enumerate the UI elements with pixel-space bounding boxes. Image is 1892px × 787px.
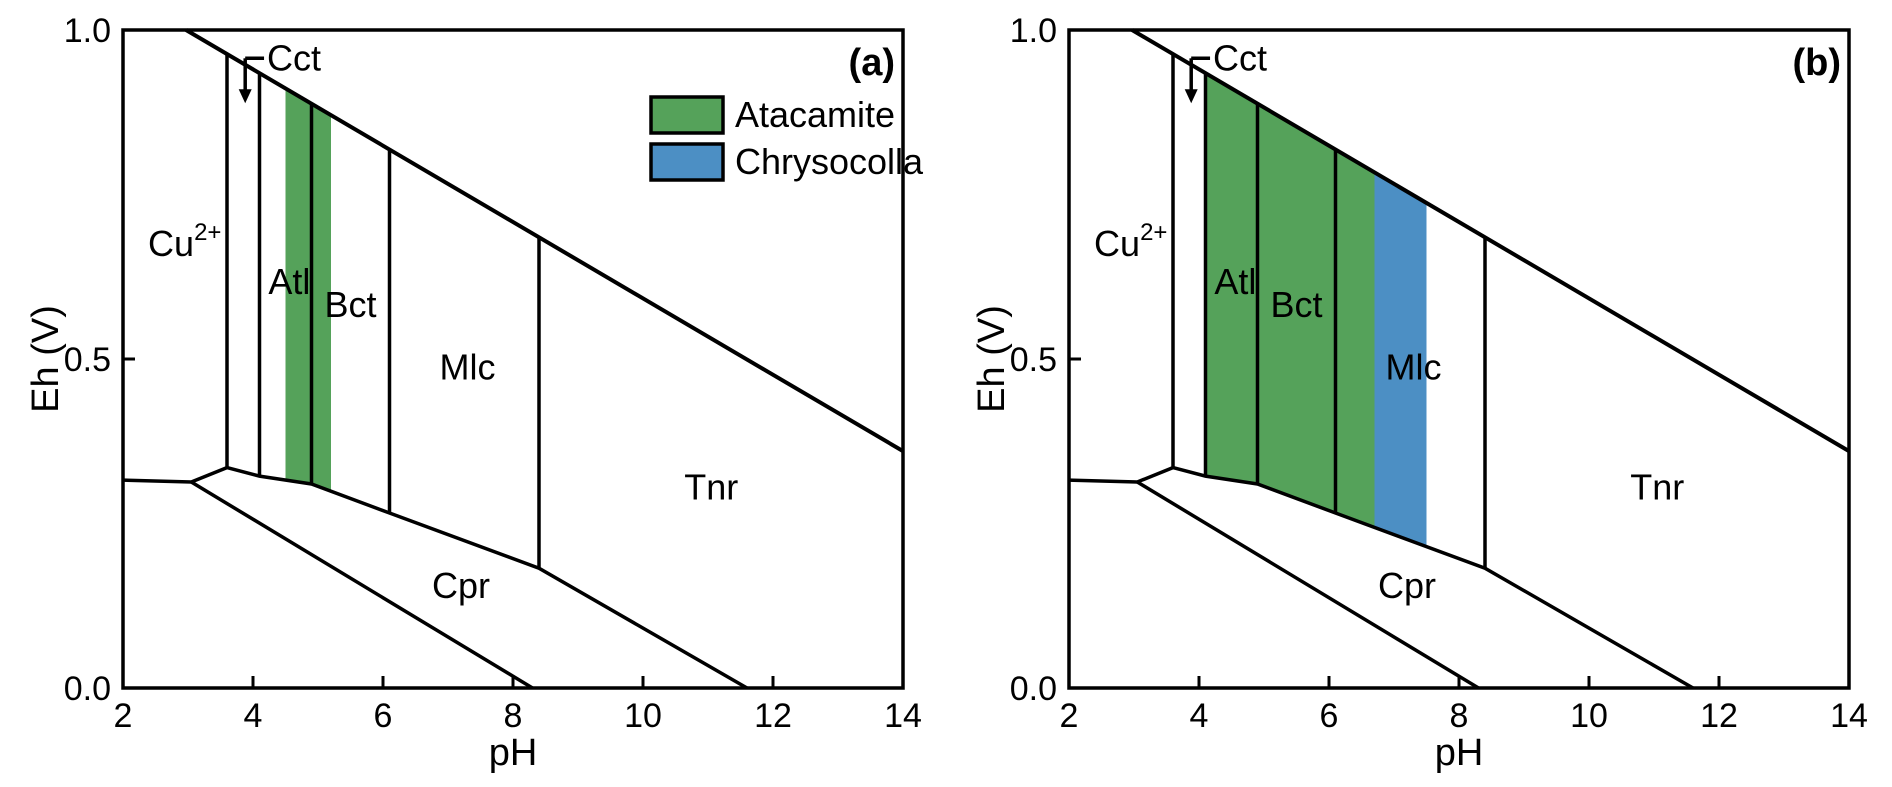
- x-tick-label-2: 2: [114, 697, 133, 735]
- x-tick-label-12: 12: [754, 697, 792, 735]
- legend-swatch-chrysocolla: [649, 142, 725, 182]
- legend-label-chrysocolla: Chrysocolla: [735, 141, 924, 182]
- x-tick-label-6: 6: [374, 697, 393, 735]
- region-label-mlc: Mlc: [1386, 347, 1442, 388]
- y-tick-label-0.5: 0.5: [64, 341, 111, 379]
- pourbaix-panel-b: 2 4 6 8 10 12 14 1.0 0.5 0.0 pH Eh (V) Cu2+ Atl Bct Mlc…: [971, 12, 1868, 774]
- region-label-cpr: Cpr: [432, 565, 490, 606]
- x-axis-title: pH: [489, 732, 538, 774]
- region-label-cpr: Cpr: [1378, 565, 1436, 606]
- panel-marker: (a): [849, 42, 895, 84]
- legend-swatch-atacamite: [649, 95, 725, 135]
- y-axis-title: Eh (V): [25, 305, 67, 413]
- cpr-lower-boundary: [190, 480, 534, 690]
- region-label-bct: Bct: [324, 284, 376, 325]
- region-labels: Cu2+ Atl Bct Mlc Tnr Cpr: [148, 219, 738, 606]
- o2-water-stability-line: [185, 28, 905, 453]
- mineral-bands: [1205, 73, 1427, 547]
- region-label-cu2plus: Cu2+: [1094, 219, 1167, 264]
- region-label-tnr: Tnr: [1630, 466, 1684, 507]
- x-tick-label-14: 14: [884, 697, 922, 735]
- region-label-tnr: Tnr: [684, 466, 738, 507]
- region-label-mlc: Mlc: [440, 347, 496, 388]
- cct-label: Cct: [267, 37, 321, 78]
- x-tick-label-6: 6: [1320, 697, 1339, 735]
- legend: Atacamite Chrysocolla: [649, 94, 924, 182]
- y-axis-title: Eh (V): [971, 305, 1013, 413]
- y-tick-label-0.5: 0.5: [1010, 341, 1057, 379]
- x-tick-label-4: 4: [1190, 697, 1209, 735]
- region-label-bct: Bct: [1270, 284, 1322, 325]
- band-atacamite: [1205, 73, 1375, 528]
- y-tick-label-0.0: 0.0: [1010, 670, 1057, 708]
- cpr-lower-boundary: [1136, 480, 1480, 690]
- pourbaix-panel-a: 2 4 6 8 10 12 14 1.0 0.5 0.0 pH Eh (V) Cu2+ Atl Bct Mlc…: [25, 12, 924, 774]
- cpr-upper-boundary: [1068, 465, 1694, 690]
- x-tick-label-2: 2: [1060, 697, 1079, 735]
- cct-annotation: Cct: [1184, 37, 1267, 104]
- band-atacamite: [285, 88, 331, 492]
- x-axis-title: pH: [1435, 732, 1484, 774]
- band-chrysocolla: [1374, 172, 1427, 547]
- phase-boundaries: [1068, 28, 1851, 690]
- y-tick-label-1.0: 1.0: [1010, 12, 1057, 50]
- axes: 2 4 6 8 10 12 14 1.0 0.5 0.0 pH Eh (V): [971, 12, 1868, 774]
- panel-marker: (b): [1792, 42, 1841, 84]
- cct-annotation: Cct: [238, 37, 321, 104]
- region-label-atl: Atl: [268, 261, 310, 302]
- plot-frame: [121, 28, 905, 690]
- x-tick-label-4: 4: [244, 697, 263, 735]
- cpr-upper-boundary: [122, 465, 748, 690]
- o2-water-stability-line: [1131, 28, 1851, 453]
- phase-boundaries: [122, 28, 905, 690]
- x-tick-label-12: 12: [1700, 697, 1738, 735]
- x-tick-label-8: 8: [504, 697, 523, 735]
- cct-label: Cct: [1213, 37, 1267, 78]
- legend-label-atacamite: Atacamite: [735, 94, 895, 135]
- cct-arrowhead-icon: [1184, 89, 1198, 104]
- x-tick-label-8: 8: [1450, 697, 1469, 735]
- plot-frame: [1067, 28, 1851, 690]
- region-label-cu2plus: Cu2+: [148, 219, 221, 264]
- y-tick-label-0.0: 0.0: [64, 670, 111, 708]
- axes: 2 4 6 8 10 12 14 1.0 0.5 0.0 pH Eh (V): [25, 12, 922, 774]
- x-tick-label-14: 14: [1830, 697, 1868, 735]
- region-labels: Cu2+ Atl Bct Mlc Tnr Cpr: [1094, 219, 1684, 606]
- y-tick-label-1.0: 1.0: [64, 12, 111, 50]
- region-label-atl: Atl: [1214, 261, 1256, 302]
- mineral-bands: [285, 88, 331, 492]
- x-tick-label-10: 10: [624, 697, 662, 735]
- cct-arrowhead-icon: [238, 89, 252, 104]
- x-tick-label-10: 10: [1570, 697, 1608, 735]
